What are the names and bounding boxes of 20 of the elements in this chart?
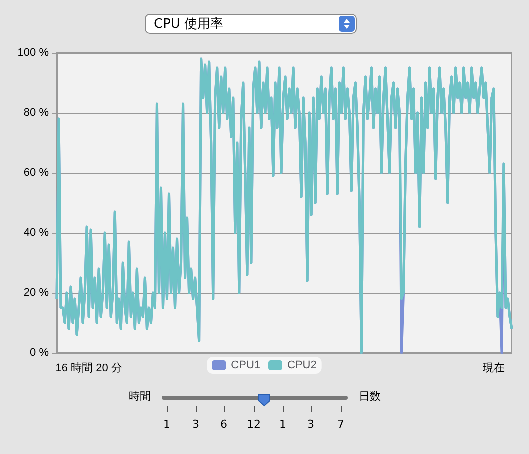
text: 3 — [308, 418, 314, 431]
text: 3 — [192, 418, 200, 431]
chart-title: CPU 使用率 — [154, 17, 224, 32]
text: 時間 — [129, 389, 151, 404]
text: 日数 — [359, 389, 381, 404]
text: 1 — [280, 418, 286, 431]
text: 1 — [164, 418, 170, 431]
y-tick-label: 60 % — [24, 167, 50, 179]
y-tick-label: 20 % — [24, 287, 50, 299]
text: 12 — [247, 418, 261, 431]
legend-label: CPU1 — [231, 360, 260, 372]
y-tick-label: 40 % — [24, 227, 50, 239]
text: 7 — [338, 418, 344, 431]
x-tick-label: 現在 — [482, 362, 505, 374]
x-tick-label: 16 時間 20 分 — [56, 362, 122, 374]
y-tick-label: 100 % — [18, 47, 50, 59]
y-tick-label: 0 % — [30, 347, 50, 359]
legend-label: CPU2 — [288, 360, 317, 372]
y-tick-label: 80 % — [24, 107, 50, 119]
text: 6 — [220, 418, 228, 431]
